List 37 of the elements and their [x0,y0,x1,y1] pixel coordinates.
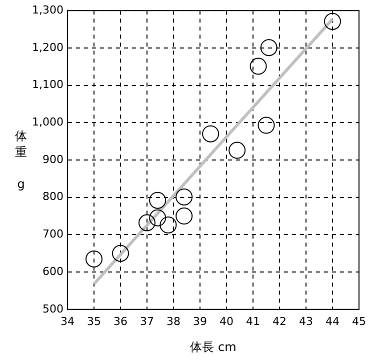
x-tick-label: 41 [246,314,260,328]
y-tick-label: 700 [42,228,64,241]
y-tick-label: 1,000 [32,116,64,129]
x-tick-label: 38 [166,314,180,328]
point [160,216,177,234]
point [324,12,341,30]
x-tick-label: 40 [219,314,234,328]
y-tick-label: 1,100 [32,78,64,92]
point [250,58,267,75]
x-tick-label: 34 [60,314,74,328]
y-tick-label: 500 [42,302,64,316]
point [138,214,156,232]
point [228,142,246,159]
y-tick-label: 1,300 [32,3,64,16]
text: 体重 g [15,129,27,191]
y-tick-label: 1,200 [32,40,64,54]
point [260,39,278,56]
point [149,192,166,209]
x-axis-title: 体長 cm [190,340,236,354]
point [176,208,193,225]
point [112,244,129,262]
x-tick-label: 36 [113,314,128,328]
x-tick-label: 45 [352,314,366,328]
point [202,125,220,142]
point [149,209,166,226]
x-tick-label: 35 [86,314,101,328]
y-tick-label: 800 [42,190,64,204]
x-tick-label: 37 [140,314,154,328]
point [85,250,102,268]
point [258,116,275,134]
x-tick-label: 44 [326,314,340,328]
x-tick-label: 39 [192,314,207,328]
y-tick-label: 600 [42,264,64,278]
x-tick-label: 43 [299,314,313,328]
point [176,188,193,206]
y-tick-label: 900 [42,152,64,166]
x-tick-label: 42 [272,314,286,328]
